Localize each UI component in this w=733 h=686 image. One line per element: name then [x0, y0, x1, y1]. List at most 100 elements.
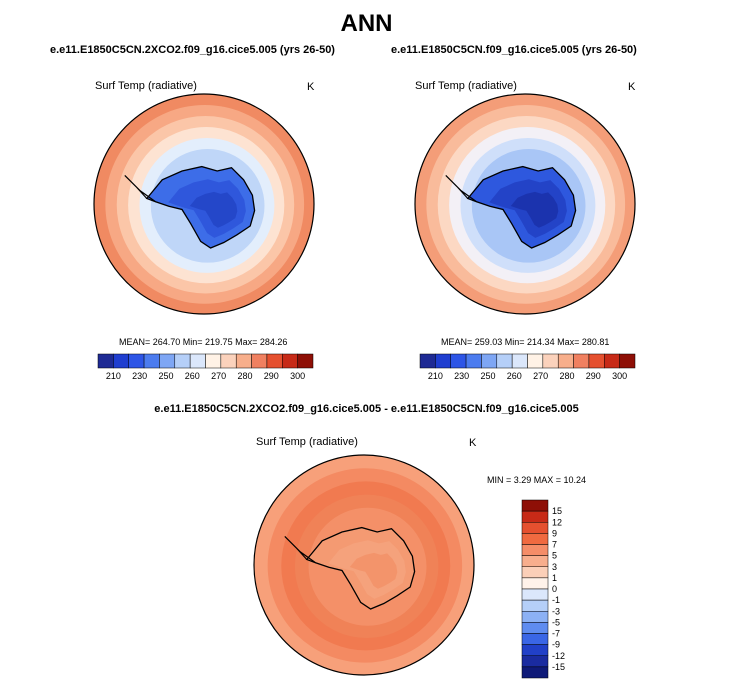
colorbar-1-tick-label-7: 290: [264, 371, 279, 381]
peninsula-1: [124, 174, 156, 203]
panel-3-units: K: [469, 437, 477, 449]
colorbar-1: 210 230 250 260 270 280 290 300: [97, 353, 314, 381]
colorbar-2-tick-label-6: 280: [559, 371, 574, 381]
panel-2-stats: MEAN= 259.03 Min= 214.34 Max= 280.81: [441, 337, 610, 347]
colorbar-2-swatch-9: [542, 353, 559, 369]
colorbar-1-swatch-9: [220, 353, 237, 369]
colorbar-1-tick-label-3: 250: [158, 371, 173, 381]
colorbar-3-tick-label-3: 9: [552, 528, 557, 538]
colorbar-1-swatch-6: [174, 353, 191, 369]
colorbar-2-tick-label-7: 290: [586, 371, 601, 381]
colorbar-2-tick-label-5: 270: [533, 371, 548, 381]
colorbar-3-tick-label-5: 5: [552, 551, 557, 561]
colorbar-3-tick-label-2: 12: [552, 517, 562, 527]
colorbar-1-swatch-14: [297, 353, 314, 369]
colorbar-1-tick-label-4: 260: [185, 371, 200, 381]
panel-3-stats: MIN = 3.29 MAX = 10.24: [487, 475, 587, 485]
colorbar-2-swatch-6: [496, 353, 513, 369]
colorbar-2-tick-label-2: 230: [454, 371, 469, 381]
colorbar-3-swatch-1: [521, 499, 549, 512]
continent-shade-1-3: [189, 191, 238, 228]
colorbar-1-tick-label-5: 270: [211, 371, 226, 381]
colorbar-2-swatch-4: [465, 353, 482, 369]
map-fill-1: [94, 94, 314, 314]
colorbar-1-swatch-10: [235, 353, 252, 369]
colorbar-3-tick-label-1: 15: [552, 506, 562, 516]
page-title: ANN: [340, 10, 393, 37]
colorbar-3-swatch-5: [521, 544, 549, 556]
colorbar-2-tick-label-3: 250: [480, 371, 495, 381]
map-boundary-3: [253, 454, 475, 676]
colorbar-2-tick-label-8: 300: [612, 371, 627, 381]
panel-1-variable: Surf Temp (radiative): [95, 80, 197, 92]
panel-1-title: e.e11.E1850C5CN.2XCO2.f09_g16.cice5.005 …: [50, 44, 335, 56]
colorbar-3-swatch-8: [521, 577, 549, 590]
colorbar-3-tick-label-8: 0: [552, 584, 557, 594]
colorbar-1-swatch-5: [159, 353, 176, 369]
colorbar-2-swatch-7: [511, 353, 528, 369]
colorbar-1-swatch-7: [189, 353, 206, 369]
panel-3-title: e.e11.E1850C5CN.2XCO2.f09_g16.cice5.005 …: [154, 403, 579, 415]
colorbar-3-tick-label-10: -3: [552, 606, 560, 616]
map-boundary-1: [93, 93, 315, 315]
colorbar-1-swatch-13: [282, 353, 298, 369]
colorbar-3-swatch-3: [521, 522, 549, 534]
panel-1-stats: MEAN= 264.70 Min= 219.75 Max= 284.26: [119, 337, 288, 347]
colorbar-1-swatch-11: [251, 353, 268, 369]
colorbar-3-swatch-16: [521, 666, 549, 679]
colorbar-2-swatch-12: [588, 353, 605, 369]
coastline-3: [305, 526, 416, 610]
panel-2-units: K: [628, 81, 636, 93]
colorbar-2-tick-label-1: 210: [428, 371, 443, 381]
colorbar-3-swatch-15: [521, 655, 549, 668]
colorbar-1-swatch-8: [205, 353, 222, 369]
colorbar-3-tick-label-11: -5: [552, 617, 560, 627]
colorbar-2-swatch-13: [604, 353, 620, 369]
colorbar-3-tick-label-13: -9: [552, 640, 560, 650]
colorbar-1-swatch-1: [97, 353, 114, 369]
peninsula-2: [445, 174, 477, 203]
colorbar-3-swatch-14: [521, 644, 549, 656]
coastline-2: [466, 165, 577, 249]
panel-3-variable: Surf Temp (radiative): [256, 436, 358, 448]
colorbar-1-tick-label-1: 210: [106, 371, 121, 381]
colorbar-3-swatch-9: [521, 588, 549, 601]
map-boundary-2: [414, 93, 636, 315]
colorbar-2-swatch-3: [450, 353, 467, 369]
colorbar-2-swatch-2: [435, 353, 451, 369]
continent-shade-2-3: [510, 191, 559, 228]
colorbar-1-tick-label-8: 300: [290, 371, 305, 381]
panel-2-variable: Surf Temp (radiative): [415, 80, 517, 92]
colorbar-2-swatch-8: [527, 353, 544, 369]
colorbar-1-swatch-2: [113, 353, 129, 369]
colorbar-3-swatch-13: [521, 633, 549, 645]
colorbar-2-swatch-11: [573, 353, 590, 369]
colorbar-3-swatch-7: [521, 566, 549, 579]
panel-2-title: e.e11.E1850C5CN.f09_g16.cice5.005 (yrs 2…: [391, 44, 637, 56]
colorbar-1-swatch-3: [128, 353, 145, 369]
colorbar-2-swatch-5: [481, 353, 498, 369]
map-fill-3: [254, 455, 474, 675]
colorbar-3-tick-label-15: -15: [552, 662, 565, 672]
colorbar-3-tick-label-14: -12: [552, 651, 565, 661]
colorbar-2-swatch-14: [619, 353, 636, 369]
continent-shade-3-3: [349, 552, 398, 589]
colorbar-3-swatch-11: [521, 611, 549, 623]
colorbar-3-tick-label-7: 1: [552, 573, 557, 583]
colorbar-1-swatch-4: [143, 353, 160, 369]
colorbar-1-swatch-12: [266, 353, 283, 369]
panel-1-units: K: [307, 81, 315, 93]
map-fill-2: [415, 94, 635, 314]
colorbar-2-swatch-10: [557, 353, 574, 369]
colorbar-2-swatch-1: [419, 353, 436, 369]
map-panel-3: [253, 454, 475, 676]
colorbar-3-swatch-10: [521, 599, 549, 612]
colorbar-3-tick-label-9: -1: [552, 595, 560, 605]
colorbar-3-swatch-2: [521, 510, 549, 523]
colorbar-3-swatch-12: [521, 622, 549, 634]
map-panel-2: [414, 93, 636, 315]
colorbar-2-tick-label-4: 260: [507, 371, 522, 381]
coastline-1: [145, 165, 256, 249]
